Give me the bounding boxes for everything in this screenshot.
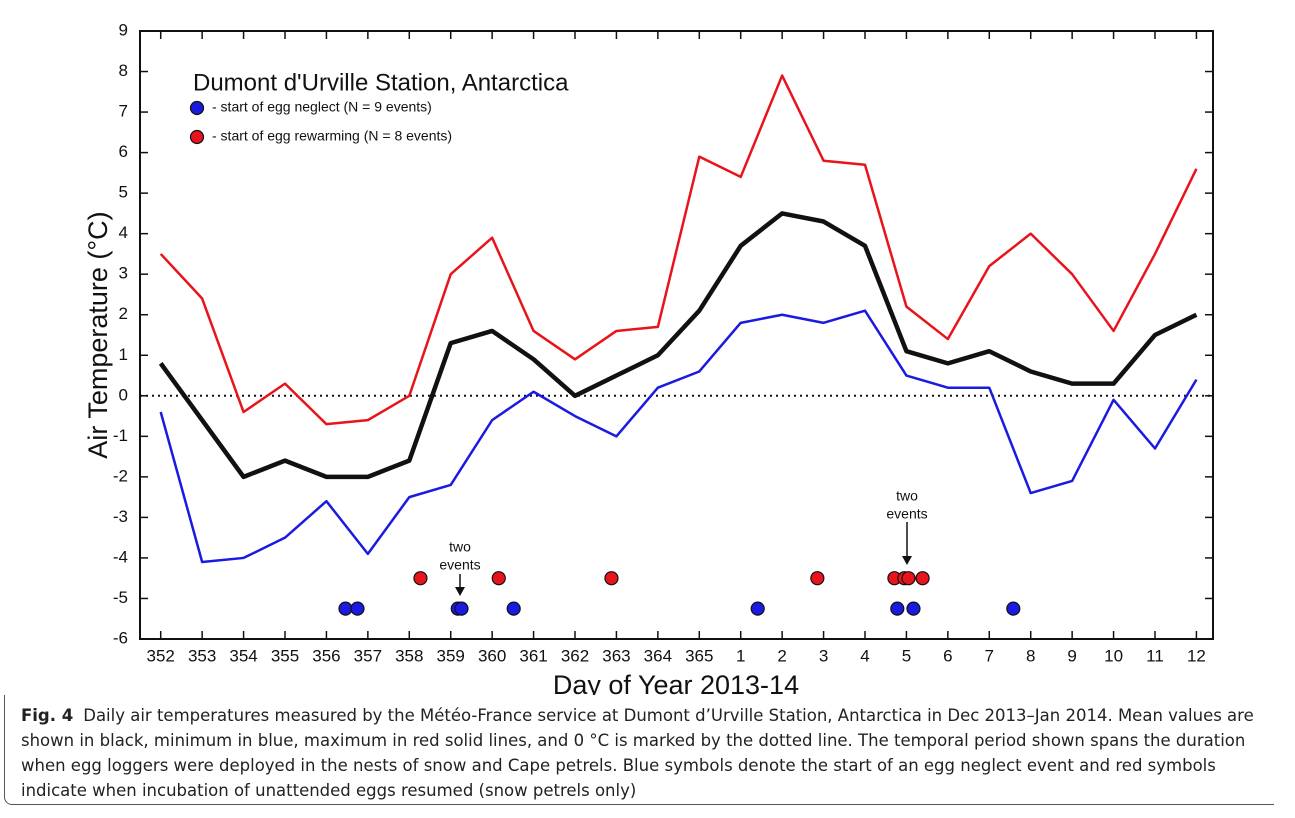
y-tick-label: 2 <box>119 304 128 323</box>
legend-marker <box>189 129 205 145</box>
line-series <box>158 211 1198 480</box>
x-tick-label: 357 <box>354 646 382 665</box>
caption-text: Daily air temperatures measured by the M… <box>21 706 1254 800</box>
x-tick-label: 4 <box>860 646 869 665</box>
x-tick-label: 3 <box>819 646 828 665</box>
event-marker <box>506 601 521 616</box>
chart-title: Dumont d'Urville Station, Antarctica <box>193 69 569 96</box>
legend-marker <box>189 100 205 116</box>
x-tick-label: 11 <box>1146 646 1164 665</box>
y-tick-label: -3 <box>113 507 128 526</box>
y-tick-label: 3 <box>119 264 128 283</box>
event-marker <box>906 601 921 616</box>
event-marker <box>413 571 428 586</box>
y-tick-label: -2 <box>113 466 128 485</box>
caption: Fig. 4 Daily air temperatures measured by… <box>4 695 1274 805</box>
arrow-head <box>902 556 912 565</box>
plot-frame <box>139 30 1214 640</box>
y-tick-label: 9 <box>119 20 128 39</box>
event-marker <box>901 571 916 586</box>
legend-label: - start of egg rewarming (N = 8 events) <box>212 128 452 144</box>
y-tick-label: -1 <box>113 426 128 445</box>
x-tick-label: 364 <box>644 646 672 665</box>
x-tick-label: 7 <box>985 646 994 665</box>
annotation: two <box>449 539 471 555</box>
y-tick-label: 0 <box>119 385 128 404</box>
x-tick-label: 355 <box>271 646 299 665</box>
x-tick-label: 360 <box>478 646 506 665</box>
y-tick-label: 5 <box>119 183 128 202</box>
event-marker <box>338 601 353 616</box>
line-series <box>159 309 1198 564</box>
x-tick-label: 10 <box>1104 646 1123 665</box>
x-tick-label: 1 <box>736 646 745 665</box>
event-marker <box>810 571 825 586</box>
annotation: events <box>886 506 927 522</box>
x-tick-label: 359 <box>437 646 465 665</box>
event-marker <box>915 571 930 586</box>
event-marker <box>1006 601 1021 616</box>
x-tick-label: 361 <box>519 646 547 665</box>
event-marker <box>350 601 365 616</box>
legend-label: - start of egg neglect (N = 9 events) <box>212 99 432 115</box>
event-marker <box>750 601 765 616</box>
x-tick-label: 365 <box>685 646 713 665</box>
x-tick-label: 363 <box>602 646 630 665</box>
y-tick-label: 7 <box>119 102 128 121</box>
event-marker <box>491 571 506 586</box>
y-tick-label: -4 <box>113 547 128 566</box>
line-series <box>159 74 1198 426</box>
x-axis-label: Day of Year 2013-14 <box>553 670 799 695</box>
x-tick-label: 353 <box>188 646 216 665</box>
y-tick-label: 4 <box>119 223 128 242</box>
y-axis-label: Air Temperature (°C) <box>83 211 113 458</box>
x-tick-label: 352 <box>147 646 175 665</box>
x-tick-label: 12 <box>1187 646 1206 665</box>
x-tick-label: 9 <box>1067 646 1076 665</box>
y-tick-label: 1 <box>119 345 128 364</box>
x-tick-label: 358 <box>395 646 423 665</box>
annotation: events <box>439 557 480 573</box>
x-tick-label: 354 <box>229 646 257 665</box>
annotation: two <box>896 488 918 504</box>
caption-label: Fig. 4 <box>21 706 74 725</box>
x-tick-label: 356 <box>312 646 340 665</box>
y-tick-label: -6 <box>113 628 128 647</box>
chart: Dumont d'Urville Station, Antarctica Day… <box>83 20 1214 695</box>
x-tick-label: 5 <box>902 646 911 665</box>
y-tick-label: 8 <box>119 61 128 80</box>
y-tick-label: -5 <box>113 588 128 607</box>
event-marker <box>890 601 905 616</box>
x-tick-label: 6 <box>943 646 952 665</box>
x-tick-label: 8 <box>1026 646 1035 665</box>
y-tick-label: 6 <box>119 142 128 161</box>
x-tick-label: 2 <box>777 646 786 665</box>
x-tick-label: 362 <box>561 646 589 665</box>
event-marker <box>604 571 619 586</box>
arrow-head <box>455 587 465 596</box>
event-marker <box>454 601 469 616</box>
